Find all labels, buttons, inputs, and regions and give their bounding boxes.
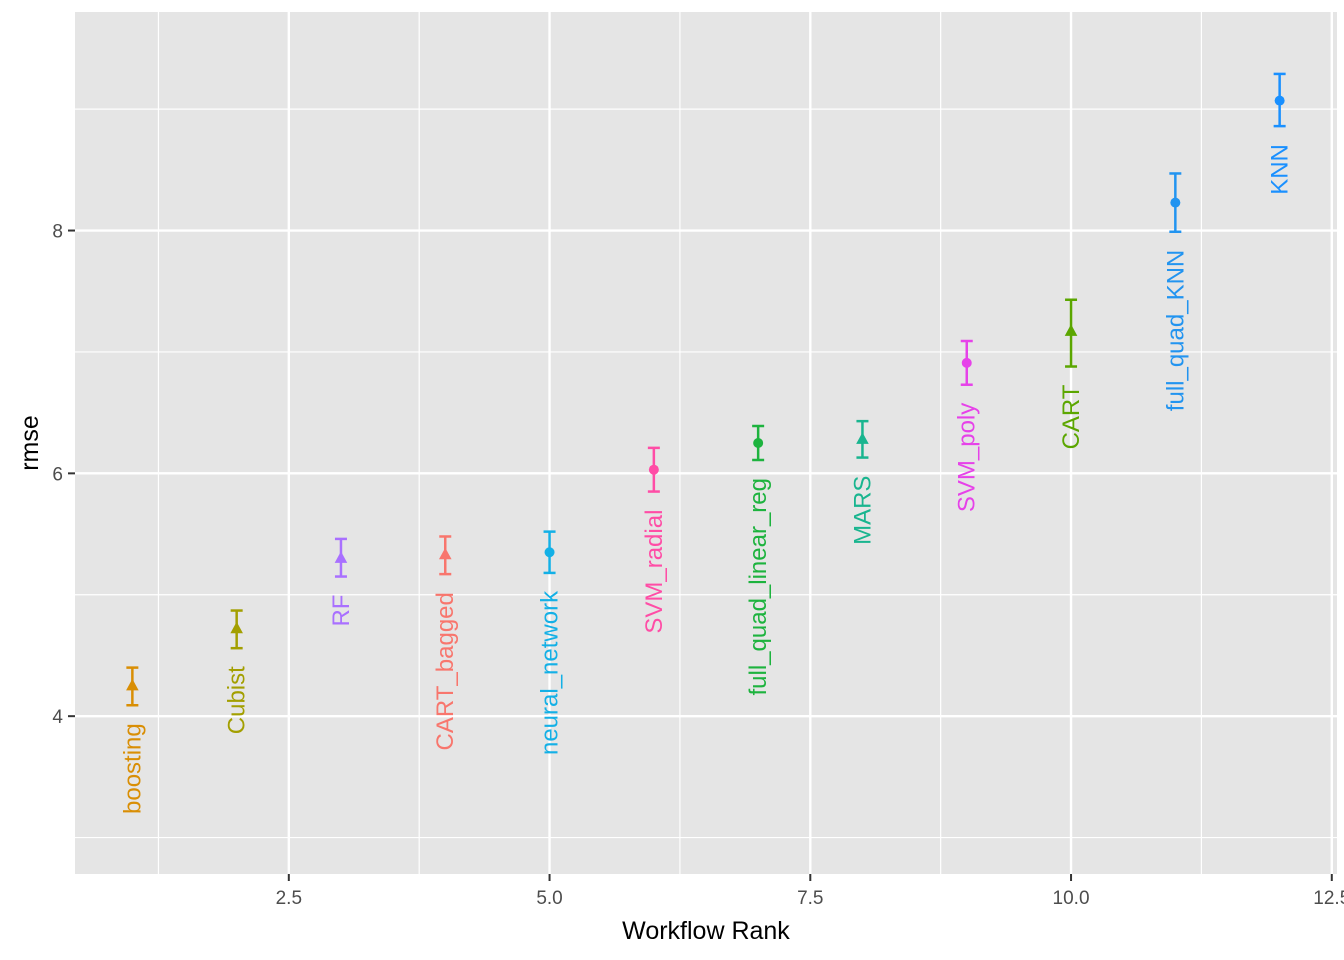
data-point-triangle	[126, 678, 139, 691]
point-label: MARS	[849, 476, 876, 545]
data-point-circle	[544, 547, 555, 558]
point-label: boosting	[119, 723, 146, 814]
point-group-cart: CART	[1058, 298, 1085, 449]
data-point-circle	[1170, 197, 1181, 208]
point-label: full_quad_linear_reg	[745, 478, 772, 696]
y-axis-title: rmse	[16, 415, 44, 471]
point-group-knn: KNN	[1267, 72, 1294, 195]
point-group-cubist: Cubist	[224, 609, 251, 734]
grid-minor	[75, 12, 1337, 874]
point-label: Cubist	[224, 666, 251, 734]
point-label: full_quad_KNN	[1162, 250, 1189, 411]
x-axis-title: Workflow Rank	[622, 917, 790, 945]
x-tick-label: 10.0	[1053, 888, 1090, 909]
y-axis: 4 6 8	[52, 222, 75, 728]
point-label: RF	[328, 595, 355, 627]
x-tick-label: 12.5	[1313, 888, 1344, 909]
panel-background	[75, 12, 1337, 874]
point-label: KNN	[1267, 144, 1294, 195]
data-point-circle	[961, 357, 972, 368]
data-point-circle	[753, 438, 764, 448]
point-group-mars: MARS	[849, 419, 876, 545]
point-group-full-quad-linear-reg: full_quad_linear_reg	[745, 424, 772, 696]
data-point-triangle	[856, 432, 869, 444]
point-group-rf: RF	[328, 537, 355, 627]
point-label: CART_bagged	[432, 592, 459, 750]
point-group-neural-network: neural_network	[537, 530, 564, 755]
data-point-circle	[1274, 95, 1285, 106]
data-point-triangle	[1064, 324, 1078, 336]
point-label: CART	[1058, 384, 1085, 449]
point-group-svm-radial: SVM_radial	[641, 446, 668, 634]
point-group-cart-bagged: CART_bagged	[432, 535, 459, 750]
point-group-svm-poly: SVM_poly	[954, 339, 981, 512]
data-marks: boosting Cubist RF CART_bagged neural_networ…	[119, 72, 1294, 814]
point-label: SVM_radial	[641, 510, 668, 634]
x-tick-label: 7.5	[797, 888, 823, 909]
point-label: neural_network	[537, 590, 564, 755]
point-group-boosting: boosting	[119, 666, 146, 814]
y-tick-label: 8	[52, 222, 63, 243]
data-point-triangle	[334, 551, 348, 563]
data-point-circle	[648, 464, 659, 475]
point-group-full-quad-knn: full_quad_KNN	[1162, 172, 1189, 411]
y-tick-label: 6	[52, 464, 63, 485]
point-label: SVM_poly	[954, 403, 981, 512]
grid-major	[75, 12, 1337, 874]
data-point-triangle	[438, 547, 452, 560]
x-tick-label: 2.5	[276, 888, 302, 909]
x-axis: 2.5 5.0 7.5 10.0 12.5	[276, 874, 1344, 909]
data-point-triangle	[230, 621, 243, 634]
y-tick-label: 4	[52, 707, 63, 728]
x-tick-label: 5.0	[536, 888, 562, 909]
